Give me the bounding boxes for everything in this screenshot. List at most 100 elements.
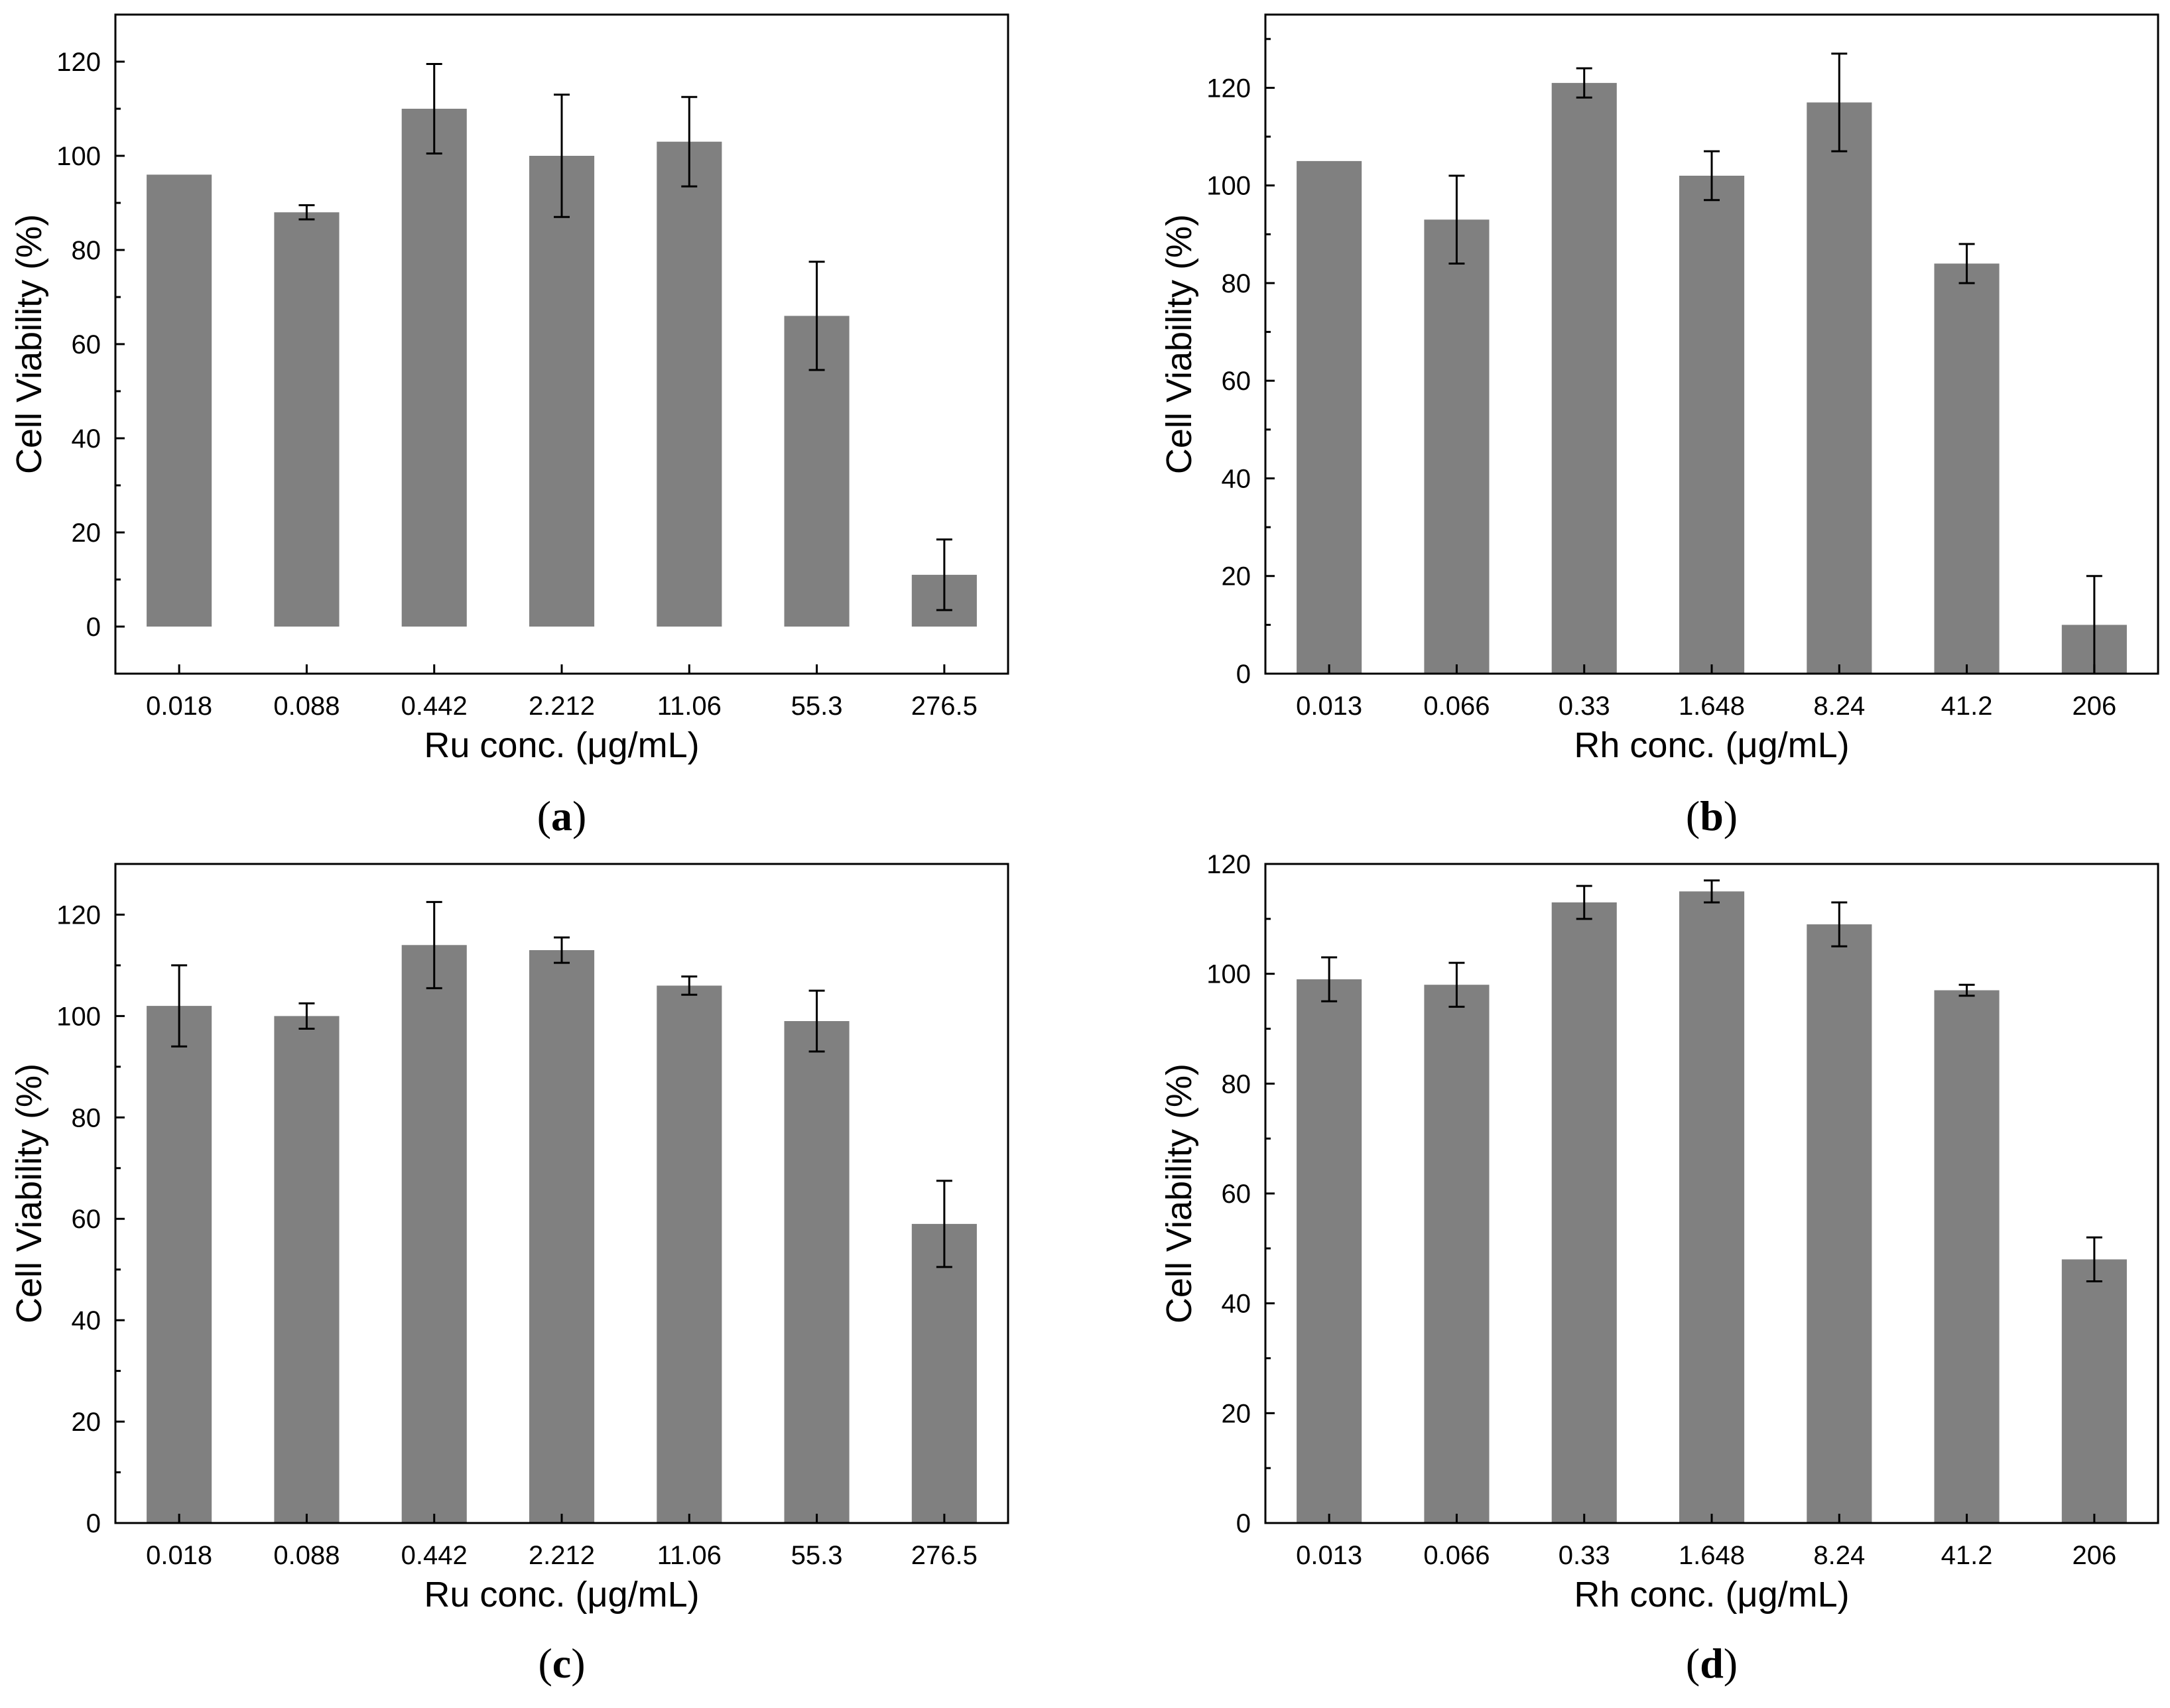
error-bar-d-1 — [1448, 961, 1465, 1008]
y-tick-label: 80 — [72, 236, 101, 265]
y-tick-label: 120 — [56, 900, 101, 930]
y-tick-label: 0 — [1236, 1509, 1251, 1538]
error-bar-c-4 — [681, 975, 698, 996]
y-tick-label: 60 — [1222, 1180, 1251, 1209]
error-bar-b-3 — [1704, 150, 1720, 202]
bar-c-2 — [401, 945, 467, 1523]
error-bar-c-6 — [936, 1180, 952, 1268]
x-tick-label: 41.2 — [1941, 1541, 1993, 1570]
y-tick-label: 60 — [1222, 367, 1251, 396]
y-tick-label: 40 — [72, 1306, 101, 1335]
error-bar-b-4 — [1831, 52, 1848, 152]
y-axis-title: Cell Viability (%) — [9, 1064, 49, 1323]
x-tick-label: 0.066 — [1423, 1541, 1490, 1570]
chart-panel-b: 0 20 40 60 80 100 120 0.013 0.066 0.33 1.648 8.24 41… — [1159, 13, 2159, 839]
bar-a-2 — [401, 109, 467, 627]
x-tick-label: 0.013 — [1296, 1541, 1362, 1570]
x-tick-label: 0.33 — [1559, 692, 1610, 721]
y-tick-label: 100 — [56, 1002, 101, 1031]
error-bar-a-3 — [554, 93, 570, 218]
y-tick-label: 0 — [86, 613, 101, 642]
x-tick-label: 276.5 — [911, 1541, 978, 1570]
bar-b-3 — [1679, 176, 1745, 674]
error-bar-a-6 — [936, 538, 952, 611]
bar-b-0 — [1297, 160, 1362, 674]
bar-d-1 — [1424, 985, 1490, 1523]
y-tick-label: 80 — [72, 1103, 101, 1132]
error-bar-d-5 — [1958, 983, 1975, 997]
x-tick-label: 276.5 — [911, 692, 978, 721]
bar-a-4 — [657, 141, 722, 627]
panel-label-open-paren: ( — [538, 1640, 552, 1687]
x-tick-label: 0.066 — [1423, 692, 1490, 721]
y-tick-label: 20 — [1222, 562, 1251, 591]
error-bar-c-2 — [426, 900, 442, 989]
x-axis-title: Rh conc. (μg/mL) — [1574, 725, 1849, 765]
y-tick-label: 40 — [1222, 464, 1251, 493]
bar-b-4 — [1807, 102, 1872, 674]
error-bar-b-1 — [1448, 174, 1465, 265]
y-tick-label: 100 — [56, 142, 101, 171]
x-tick-label: 8.24 — [1813, 692, 1865, 721]
error-bar-c-5 — [808, 989, 825, 1053]
panel-label-open-paren: ( — [1686, 1640, 1700, 1687]
bar-d-3 — [1679, 891, 1745, 1523]
x-tick-label: 11.06 — [657, 692, 722, 721]
x-tick-label: 1.648 — [1679, 692, 1745, 721]
x-tick-label: 0.33 — [1559, 1541, 1610, 1570]
x-tick-label: 2.212 — [529, 692, 595, 721]
y-tick-label: 0 — [1236, 660, 1251, 689]
y-tick-label: 20 — [72, 518, 101, 548]
panel-label-letter: a — [551, 792, 572, 839]
x-tick-label: 0.088 — [273, 692, 340, 721]
error-bar-d-4 — [1831, 901, 1848, 947]
x-tick-label: 206 — [2072, 1541, 2116, 1570]
bar-d-4 — [1807, 924, 1872, 1523]
error-bar-c-3 — [554, 936, 570, 964]
x-tick-label: 0.442 — [401, 1541, 468, 1570]
x-axis-title: Ru conc. (μg/mL) — [424, 725, 699, 765]
error-bar-d-0 — [1321, 956, 1338, 1003]
error-bar-a-4 — [681, 95, 698, 188]
bar-d-0 — [1297, 979, 1362, 1523]
x-tick-label: 0.442 — [401, 692, 468, 721]
bar-a-1 — [274, 212, 340, 627]
y-axis-title: Cell Viability (%) — [9, 214, 49, 474]
chart-panel-a: 0 20 40 60 80 100 120 0.018 0.088 0.442 2.212 11.06… — [9, 13, 1009, 839]
y-tick-label: 60 — [72, 1205, 101, 1234]
panel-label-letter: c — [552, 1640, 571, 1687]
x-tick-label: 1.648 — [1679, 1541, 1745, 1570]
error-bar-d-3 — [1704, 879, 1720, 904]
error-bar-a-5 — [808, 261, 825, 371]
panel-label-b: (b) — [1686, 792, 1738, 839]
y-tick-label: 0 — [86, 1509, 101, 1538]
error-bar-c-0 — [171, 964, 188, 1048]
bar-a-0 — [147, 174, 212, 627]
panel-label-open-paren: ( — [537, 792, 551, 839]
x-tick-label: 41.2 — [1941, 692, 1993, 721]
y-axis-title: Cell Viability (%) — [1159, 1064, 1199, 1323]
error-bar-c-1 — [298, 1002, 315, 1030]
y-tick-label: 80 — [1222, 1069, 1251, 1099]
bar-b-5 — [1934, 263, 2000, 674]
bar-d-6 — [2061, 1259, 2127, 1523]
y-tick-label: 40 — [1222, 1290, 1251, 1319]
panel-label-a: (a) — [537, 792, 587, 839]
panel-label-letter: d — [1700, 1640, 1724, 1687]
x-tick-label: 0.018 — [146, 692, 212, 721]
bar-d-2 — [1551, 902, 1617, 1523]
y-tick-label: 120 — [1206, 850, 1251, 879]
y-tick-label: 80 — [1222, 269, 1251, 298]
bar-b-1 — [1424, 219, 1490, 674]
panel-label-close-paren: ) — [571, 1640, 585, 1687]
error-bar-d-6 — [2086, 1236, 2102, 1283]
y-tick-label: 60 — [72, 330, 101, 359]
bar-a-3 — [529, 156, 595, 627]
x-tick-label: 0.088 — [273, 1541, 340, 1570]
x-tick-label: 0.018 — [146, 1541, 212, 1570]
bar-b-2 — [1551, 83, 1617, 674]
error-bar-a-1 — [298, 204, 315, 221]
x-tick-label: 55.3 — [791, 1541, 843, 1570]
y-tick-label: 120 — [1206, 74, 1251, 103]
